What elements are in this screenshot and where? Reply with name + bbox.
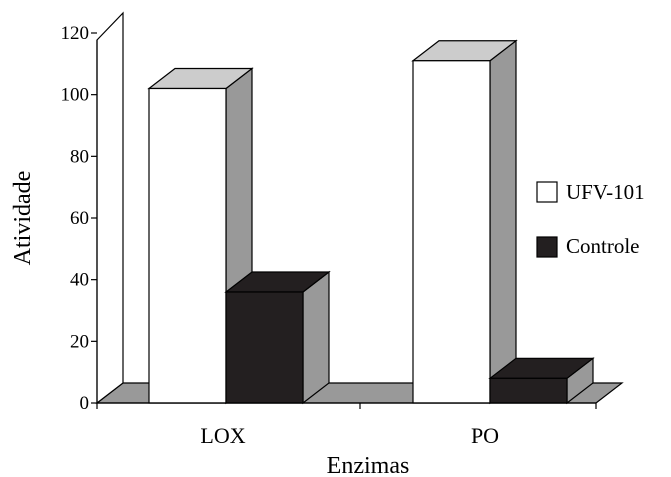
legend-label-ufv-101: UFV-101 (566, 180, 645, 204)
y-tick-label: 0 (80, 393, 90, 414)
bar-front (148, 87, 227, 404)
y-axis-title: Atividade (10, 171, 36, 266)
bar-side (489, 39, 517, 405)
bar-lox-controle (224, 270, 331, 405)
y-tick-label: 60 (70, 208, 89, 229)
chart-back-wall (96, 11, 124, 405)
bar-front (225, 291, 304, 404)
bar-front (489, 377, 568, 404)
wall-plane (96, 11, 124, 405)
y-axis: 0 20 40 60 80 100 120 (61, 23, 98, 414)
x-axis-title: Enzimas (327, 453, 410, 477)
y-tick-label: 40 (70, 270, 89, 291)
legend-swatch-ufv-101 (536, 181, 558, 203)
x-tick-label-po: PO (471, 423, 499, 448)
x-tick-label-lox: LOX (200, 423, 245, 448)
legend-swatch-controle (536, 236, 558, 258)
y-tick-label: 100 (61, 85, 90, 106)
bar-side (302, 270, 330, 405)
bar-front (412, 60, 491, 404)
legend: UFV-101 Controle (536, 180, 645, 258)
bar-po-controle (488, 357, 595, 405)
y-tick-label: 120 (61, 23, 90, 44)
x-axis: LOX PO (96, 402, 597, 448)
bars-group (147, 39, 595, 405)
y-tick-label: 80 (70, 146, 89, 167)
y-tick-label: 20 (70, 331, 89, 352)
bar-po-ufv-101 (411, 39, 518, 405)
legend-label-controle: Controle (566, 234, 640, 258)
